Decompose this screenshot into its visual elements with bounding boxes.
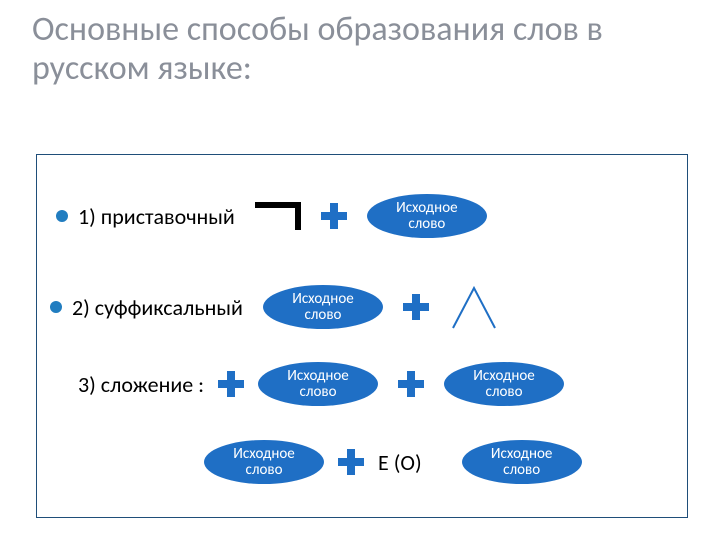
row-prefix: 1) приставочный Исходное слово — [56, 194, 487, 238]
oval-text-line2: слово — [300, 384, 337, 401]
oval-text-line2: слово — [245, 462, 282, 479]
bullet-icon — [56, 210, 68, 222]
prefix-symbol-icon — [255, 202, 301, 230]
item-label: 2) суффиксальный — [72, 294, 243, 321]
source-word-oval: Исходное слово — [204, 440, 324, 484]
source-word-oval: Исходное слово — [263, 285, 383, 329]
item-label: 3) сложение : — [78, 371, 204, 398]
oval-text-line1: Исходное — [233, 446, 295, 463]
oval-text-line1: Исходное — [287, 368, 349, 385]
suffix-symbol-icon — [449, 282, 499, 332]
row-compound-1: 3) сложение : Исходное слово Исходное сл… — [78, 362, 564, 406]
source-word-oval: Исходное слово — [367, 194, 487, 238]
plus-icon — [321, 203, 347, 229]
source-word-oval: Исходное слово — [462, 440, 582, 484]
oval-text-line1: Исходное — [473, 368, 535, 385]
item-label: 1) приставочный — [78, 203, 235, 230]
oval-text-line2: слово — [486, 384, 523, 401]
slide-title: Основные способы образования слов в русс… — [32, 10, 688, 88]
oval-text-line2: слово — [304, 307, 341, 324]
plus-icon — [338, 449, 364, 475]
oval-text-line1: Исходное — [491, 446, 553, 463]
bullet-icon — [50, 301, 62, 313]
oval-text-line2: слово — [503, 462, 540, 479]
oval-text-line1: Исходное — [292, 291, 354, 308]
oval-text-line1: Исходное — [396, 200, 458, 217]
row-compound-2: Исходное слово Е (О) Исходное слово — [204, 440, 582, 484]
source-word-oval: Исходное слово — [258, 362, 378, 406]
row-suffix: 2) суффиксальный Исходное слово — [50, 282, 499, 332]
source-word-oval: Исходное слово — [444, 362, 564, 406]
plus-icon — [403, 294, 429, 320]
connector-label: Е (О) — [378, 449, 422, 476]
oval-text-line2: слово — [408, 216, 445, 233]
slide: Основные способы образования слов в русс… — [0, 0, 720, 540]
plus-icon — [398, 371, 424, 397]
plus-icon — [218, 371, 244, 397]
